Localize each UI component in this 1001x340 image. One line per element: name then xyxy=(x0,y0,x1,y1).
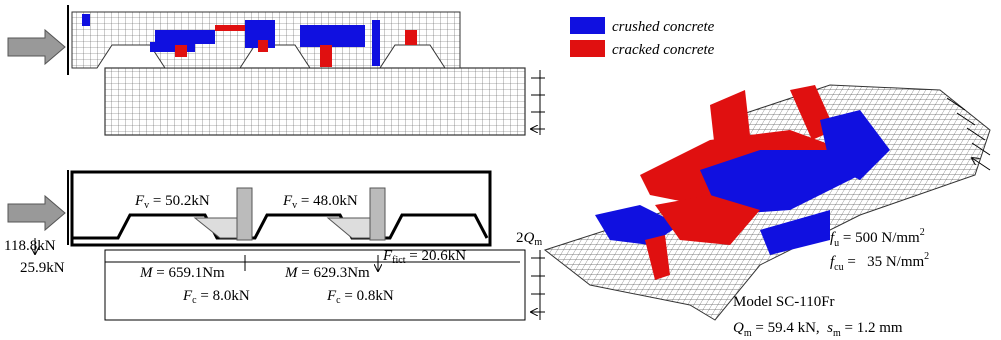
shape xyxy=(195,218,237,238)
text-part: 2 xyxy=(920,227,925,238)
shape xyxy=(8,196,65,230)
shape xyxy=(8,30,65,64)
text-part: = 48.0kN xyxy=(297,193,358,209)
text-part: fict xyxy=(392,255,406,266)
line xyxy=(531,258,545,312)
force-label: Fc = 8.0kN xyxy=(182,288,250,306)
legend: crushed concrete cracked concrete xyxy=(570,17,715,58)
moment-label: M = 629.3Nm xyxy=(284,265,370,281)
text-part: 2 xyxy=(516,230,524,246)
material-label: fu = 500 N/mm2 xyxy=(830,227,925,249)
text-part: m xyxy=(534,237,542,248)
text-part: = 35 N/mm xyxy=(844,254,925,270)
force-label: 118.8kN xyxy=(4,238,56,254)
shape xyxy=(175,45,187,57)
force-label: Ffict = 20.6kN xyxy=(382,248,466,266)
text-part: = 0.8kN xyxy=(341,288,394,304)
shape xyxy=(258,40,268,52)
shape xyxy=(105,68,525,135)
force-label: Fc = 0.8kN xyxy=(326,288,394,306)
legend-label: crushed concrete xyxy=(612,19,715,35)
force-label: Fv = 50.2kN xyxy=(134,193,210,211)
text-part: = 659.1Nm xyxy=(153,265,226,281)
line xyxy=(72,215,487,238)
legend-label: cracked concrete xyxy=(612,42,715,58)
shape xyxy=(300,25,365,47)
text-part: 2 xyxy=(924,251,929,262)
model-result: Qm = 59.4 kN, sm = 1.2 mm xyxy=(733,320,903,339)
material-label: fcu = 35 N/mm2 xyxy=(830,251,929,273)
force-label: Fv = 48.0kN xyxy=(282,193,358,211)
text-part: cu xyxy=(834,262,843,273)
support-label: 2Qm xyxy=(516,230,542,248)
line xyxy=(531,78,545,129)
shape xyxy=(215,25,245,31)
text-part: = 1.2 mm xyxy=(841,320,903,336)
line xyxy=(531,78,545,129)
shape xyxy=(328,218,370,238)
text-part: = 50.2kN xyxy=(149,193,210,209)
shape xyxy=(370,188,385,240)
shape xyxy=(150,42,195,52)
shape xyxy=(82,14,90,26)
line xyxy=(531,258,545,312)
shape xyxy=(405,30,417,45)
text-part: Q xyxy=(733,320,744,336)
legend-swatch xyxy=(570,40,605,57)
text-part: = 500 N/mm xyxy=(839,230,920,246)
text-part: = 20.6kN xyxy=(406,248,467,264)
figure: crushed concrete cracked concrete Fv = 5… xyxy=(0,0,1001,340)
force-label: 25.9kN xyxy=(20,260,65,276)
legend-swatch xyxy=(570,17,605,34)
shape xyxy=(155,30,215,44)
model-3d xyxy=(545,85,990,320)
top-mesh xyxy=(8,5,545,135)
text-part: Q xyxy=(524,230,535,246)
text-part: = 59.4 kN, xyxy=(752,320,828,336)
shape xyxy=(320,45,332,67)
moment-label: M = 659.1Nm xyxy=(139,265,225,281)
shape xyxy=(372,20,380,66)
free-body xyxy=(8,170,545,320)
text-part: = 8.0kN xyxy=(197,288,250,304)
shape xyxy=(237,188,252,240)
model-name: Model SC-110Fr xyxy=(733,294,835,310)
text-part: = 629.3Nm xyxy=(298,265,371,281)
